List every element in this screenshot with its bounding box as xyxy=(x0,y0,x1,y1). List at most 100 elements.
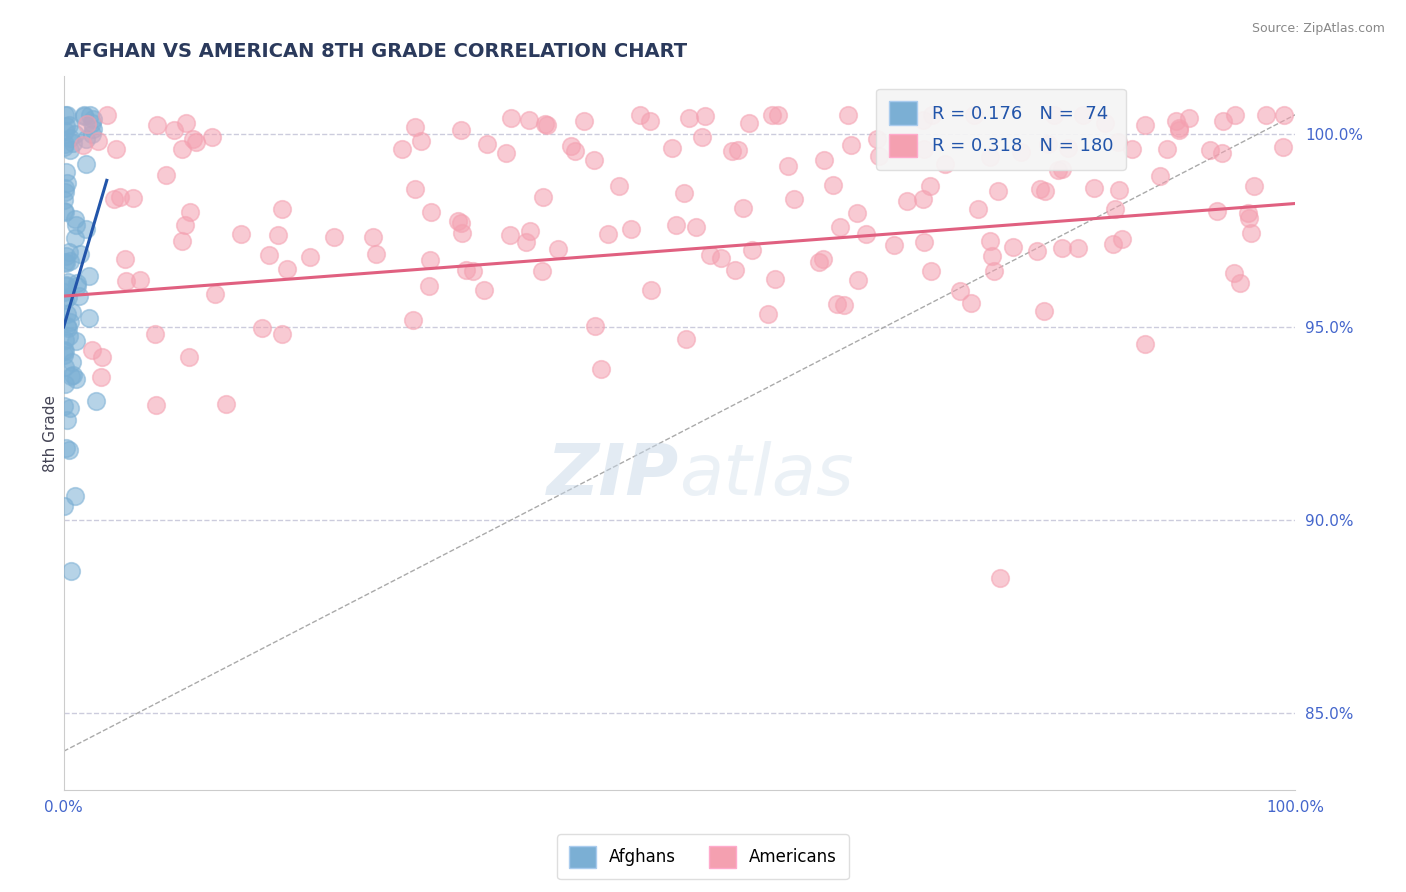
Point xyxy=(450,123,472,137)
Point xyxy=(979,235,1001,249)
Point xyxy=(62,136,84,150)
Point xyxy=(404,182,426,196)
Text: atlas: atlas xyxy=(679,442,853,510)
Point xyxy=(756,308,779,322)
Point xyxy=(65,127,87,141)
Point xyxy=(1002,240,1025,254)
Point xyxy=(808,255,831,269)
Point xyxy=(987,184,1010,198)
Point xyxy=(920,264,942,278)
Point xyxy=(741,244,763,258)
Point xyxy=(761,108,783,122)
Point xyxy=(276,261,298,276)
Point xyxy=(1164,113,1187,128)
Point xyxy=(53,254,76,268)
Point xyxy=(866,132,889,146)
Point xyxy=(87,134,110,148)
Point xyxy=(959,296,981,310)
Point xyxy=(572,113,595,128)
Point xyxy=(1067,241,1090,255)
Point xyxy=(59,368,82,383)
Point xyxy=(813,153,835,167)
Point xyxy=(628,108,651,122)
Point xyxy=(65,334,87,348)
Point xyxy=(53,140,76,154)
Point xyxy=(813,252,835,267)
Point xyxy=(59,254,82,268)
Point xyxy=(519,224,541,238)
Point xyxy=(837,108,859,122)
Point xyxy=(1211,145,1233,160)
Point xyxy=(115,275,138,289)
Point xyxy=(59,565,82,579)
Point xyxy=(534,117,557,131)
Point xyxy=(1199,144,1222,158)
Point xyxy=(52,399,75,413)
Point xyxy=(259,248,281,262)
Point xyxy=(53,185,76,199)
Point xyxy=(58,245,80,260)
Point xyxy=(143,326,166,341)
Point xyxy=(69,247,91,261)
Point xyxy=(75,157,97,171)
Point xyxy=(122,191,145,205)
Point xyxy=(91,350,114,364)
Text: Source: ZipAtlas.com: Source: ZipAtlas.com xyxy=(1251,22,1385,36)
Point xyxy=(418,278,440,293)
Point xyxy=(1033,304,1056,318)
Point xyxy=(1043,108,1066,122)
Point xyxy=(846,273,869,287)
Point xyxy=(72,137,94,152)
Point xyxy=(391,142,413,156)
Point xyxy=(1243,179,1265,194)
Point xyxy=(1026,244,1049,258)
Point xyxy=(80,116,103,130)
Point xyxy=(53,343,76,358)
Point xyxy=(60,305,83,319)
Point xyxy=(980,249,1002,263)
Point xyxy=(363,229,385,244)
Point xyxy=(56,413,79,427)
Point xyxy=(934,157,956,171)
Point xyxy=(59,131,82,145)
Point xyxy=(1133,118,1156,132)
Point xyxy=(911,192,934,206)
Point xyxy=(366,247,388,261)
Point xyxy=(675,332,697,346)
Point xyxy=(56,276,79,290)
Point xyxy=(79,108,101,122)
Point xyxy=(114,252,136,266)
Point xyxy=(1223,108,1246,122)
Point xyxy=(53,293,76,307)
Point xyxy=(79,269,101,284)
Point xyxy=(1104,202,1126,216)
Point xyxy=(768,108,790,122)
Point xyxy=(63,211,86,226)
Point xyxy=(323,230,346,244)
Point xyxy=(536,119,558,133)
Point xyxy=(84,393,107,408)
Point xyxy=(727,143,749,157)
Point xyxy=(73,108,96,122)
Point xyxy=(55,441,77,455)
Point xyxy=(63,231,86,245)
Point xyxy=(104,142,127,156)
Point xyxy=(451,226,474,240)
Point xyxy=(59,401,82,416)
Point xyxy=(55,277,77,292)
Point xyxy=(1206,204,1229,219)
Point xyxy=(53,108,76,122)
Point xyxy=(53,285,76,300)
Point xyxy=(1168,123,1191,137)
Point xyxy=(163,123,186,137)
Point xyxy=(63,489,86,503)
Point xyxy=(596,227,619,242)
Point xyxy=(979,149,1001,163)
Point xyxy=(214,397,236,411)
Point xyxy=(825,297,848,311)
Point xyxy=(1094,116,1116,130)
Point xyxy=(409,134,432,148)
Point xyxy=(839,138,862,153)
Point xyxy=(66,276,89,290)
Point xyxy=(1029,182,1052,196)
